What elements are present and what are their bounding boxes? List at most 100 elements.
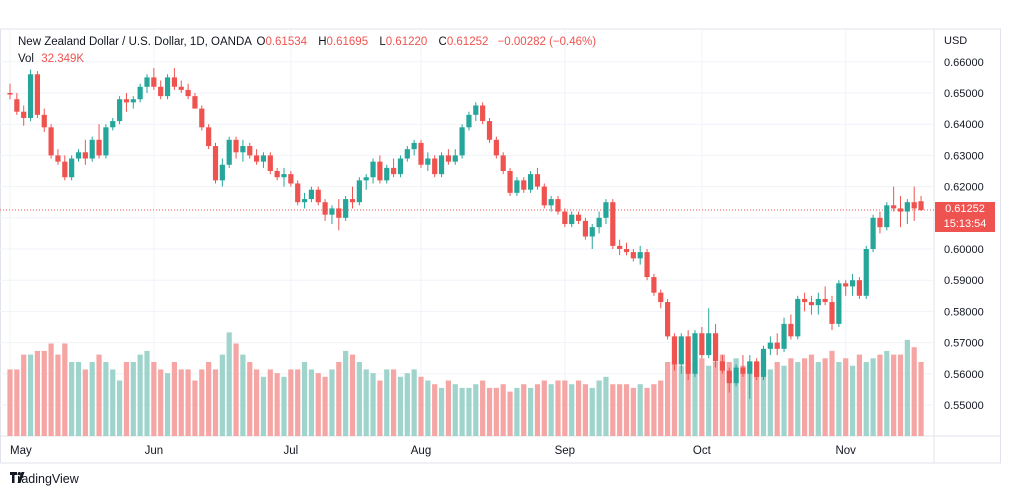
candle-body [712, 333, 719, 362]
volume-bar [849, 365, 856, 436]
volume-bar [117, 380, 123, 436]
candle-body [897, 208, 904, 212]
candle-body [295, 183, 301, 203]
candle-body [158, 86, 164, 97]
y-tick-label: 0.57000 [944, 338, 984, 350]
volume-bar [206, 362, 212, 436]
volume-bar [788, 358, 794, 436]
volume-bar [137, 354, 143, 436]
branding[interactable]: TradingView [10, 472, 79, 486]
candle-body [589, 227, 595, 237]
candle-body [336, 208, 342, 218]
candle-body [774, 342, 780, 349]
volume-bar [75, 362, 82, 436]
volume-bar [918, 362, 924, 436]
candle-body [110, 121, 116, 128]
candle-body [343, 199, 349, 218]
candle-body [397, 158, 404, 175]
volume-bar [377, 380, 383, 436]
x-tick-label: Nov [835, 445, 856, 457]
chart-border [0, 28, 1001, 464]
chart-legend: New Zealand Dollar / U.S. Dollar, 1D, OA… [18, 34, 602, 68]
candle-body [781, 323, 787, 349]
candle-body [89, 139, 95, 159]
candle-body [247, 146, 253, 156]
candle-body [706, 333, 712, 356]
candle-body [699, 333, 705, 356]
candle-body [760, 348, 767, 377]
close-value: 0.61252 [446, 36, 489, 48]
volume-bar [247, 362, 253, 436]
volume-bar [21, 354, 27, 436]
candle-body [630, 252, 636, 259]
volume-bar [754, 362, 760, 436]
candle-body [829, 302, 835, 324]
candle-body [767, 342, 773, 349]
volume-bar [555, 380, 561, 436]
volume-bar [212, 369, 219, 436]
volume-bar [178, 369, 184, 436]
candle-body [438, 155, 445, 175]
x-tick-label: Jul [283, 445, 298, 457]
candle-body [569, 214, 575, 225]
candle-body [7, 93, 13, 95]
volume-bar [322, 376, 328, 436]
candle-body [69, 158, 75, 178]
volume-bar [712, 362, 719, 436]
volume-bar [349, 354, 356, 436]
candle-body [322, 202, 328, 215]
volume-bar [96, 354, 102, 436]
volume-bar [89, 362, 95, 436]
candle-body [466, 114, 472, 128]
candle-body [528, 174, 534, 190]
volume-bar [541, 380, 547, 436]
volume-bar [486, 387, 493, 436]
candle-body [884, 205, 890, 228]
volume-bar [671, 362, 678, 436]
volume-bar [877, 354, 883, 436]
volume-label: Vol [18, 53, 34, 65]
candle-body [836, 283, 842, 324]
volume-bar [55, 354, 61, 436]
price-scale-currency[interactable]: USD [944, 35, 968, 47]
candle-body [233, 139, 239, 153]
volume-bar [596, 380, 602, 436]
candle-body [856, 280, 862, 296]
candle-body [493, 139, 499, 156]
volume-bar [288, 369, 294, 436]
candle-body [555, 199, 561, 212]
candle-body [349, 199, 356, 203]
candle-body [891, 205, 897, 209]
candle-body [219, 164, 225, 181]
candle-body [473, 105, 479, 115]
volume-bar [473, 384, 479, 436]
volume-legend-row: Vol 32.349K [18, 51, 602, 68]
volume-bar [336, 362, 342, 436]
high-value: 0.61695 [326, 36, 369, 48]
candle-body [432, 158, 438, 175]
volume-bar [343, 350, 349, 436]
volume-bar [582, 384, 588, 436]
volume-bar [158, 369, 164, 436]
candle-body [486, 121, 493, 140]
candle-body [185, 89, 191, 97]
volume-bar [404, 373, 410, 436]
candle-body [226, 139, 232, 165]
volume-bar [500, 384, 506, 436]
candle-body [308, 189, 314, 200]
candle-body [130, 99, 136, 103]
candle-body [562, 211, 568, 225]
volume-bar [295, 369, 301, 436]
volume-bar [610, 384, 616, 436]
candle-body [747, 361, 753, 374]
candle-body [82, 152, 88, 159]
candle-body [384, 167, 390, 181]
volume-bar [589, 387, 595, 436]
symbol-title[interactable]: New Zealand Dollar / U.S. Dollar, 1D, OA… [18, 36, 252, 48]
candle-body [14, 99, 20, 112]
candle-body [192, 96, 198, 109]
candle-body [199, 108, 205, 128]
volume-bar [575, 380, 582, 436]
